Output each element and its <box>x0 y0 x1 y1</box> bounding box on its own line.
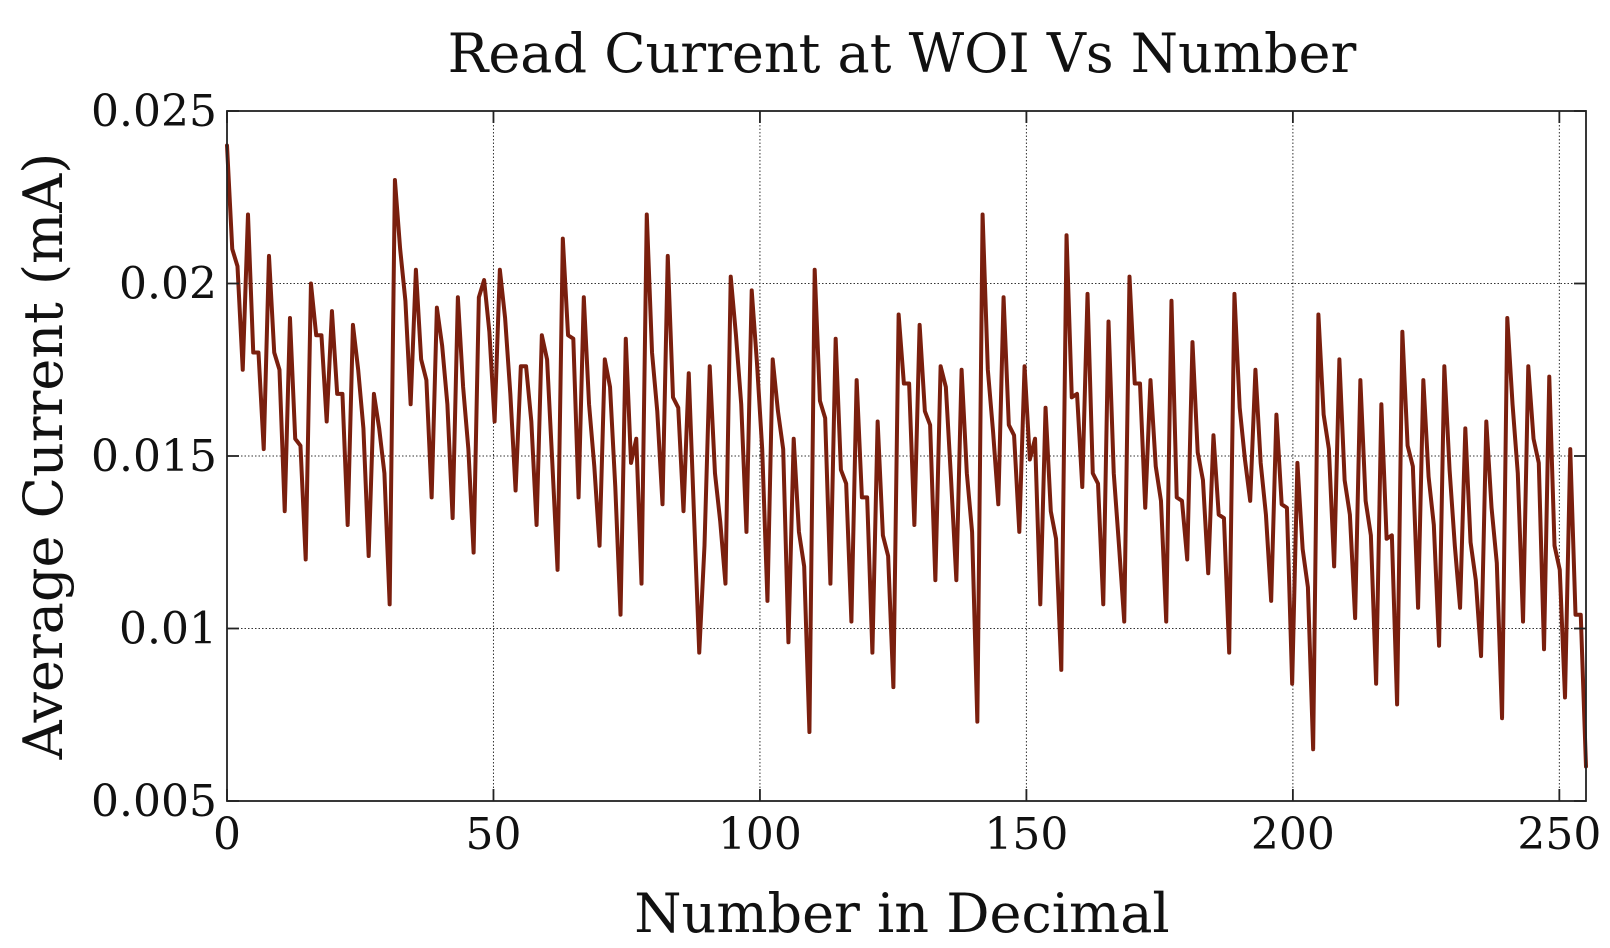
x-axis-label: Number in Decimal <box>634 882 1169 945</box>
y-ticks: 0.005 0.01 0.015 0.02 0.025 <box>91 86 1586 827</box>
x-tick-label-4: 200 <box>1251 809 1335 860</box>
y-axis-label: Average Current (mA) <box>12 153 75 761</box>
x-tick-label-3: 150 <box>984 809 1068 860</box>
series-line <box>225 143 1588 769</box>
x-tick-label-5: 250 <box>1517 809 1601 860</box>
y-tick-label-4: 0.025 <box>91 86 217 137</box>
y-tick-label-2: 0.015 <box>91 431 217 482</box>
x-ticks: 0 50 100 150 200 250 <box>213 111 1601 860</box>
y-tick-label-0: 0.005 <box>91 776 217 827</box>
chart-title: Read Current at WOI Vs Number <box>448 22 1357 85</box>
y-tick-label-3: 0.02 <box>119 259 217 310</box>
x-tick-label-0: 0 <box>213 809 241 860</box>
x-tick-label-1: 50 <box>465 809 521 860</box>
y-tick-label-1: 0.01 <box>119 604 217 655</box>
x-tick-label-2: 100 <box>718 809 802 860</box>
